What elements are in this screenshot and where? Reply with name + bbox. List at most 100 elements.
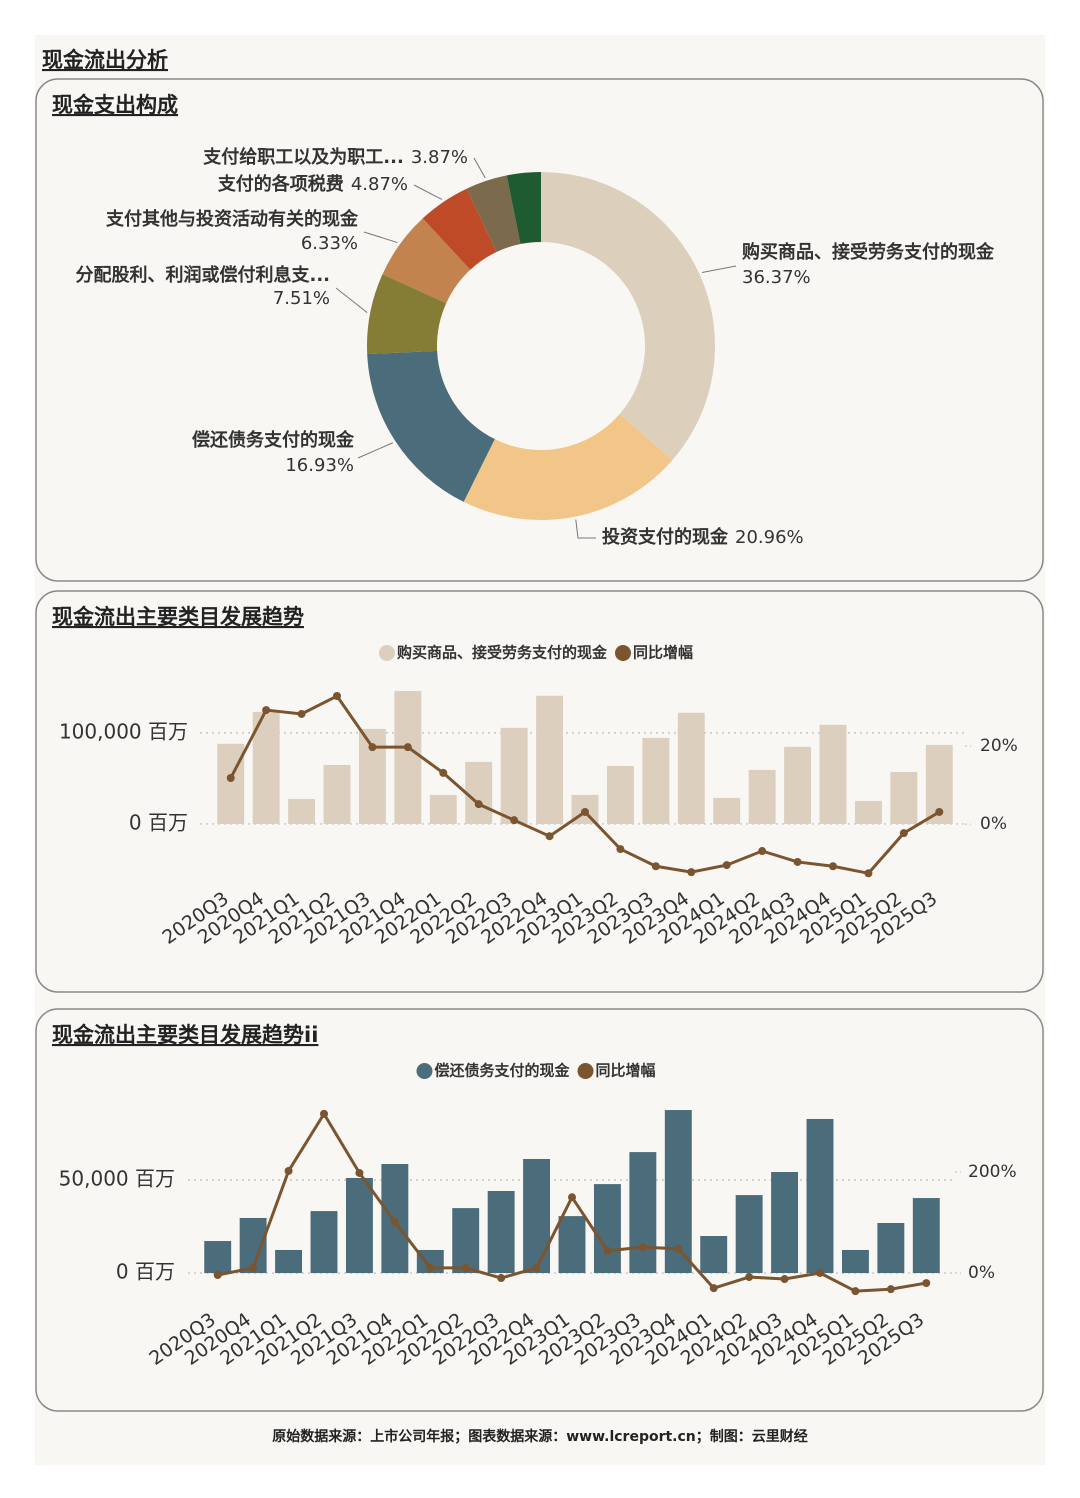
bar (536, 695, 564, 824)
bar (854, 800, 882, 824)
bar (735, 1195, 763, 1274)
line-point (368, 743, 377, 752)
line-point (780, 1275, 789, 1284)
line-point (935, 807, 944, 816)
slice-value-label: 6.33% (301, 233, 358, 254)
y2-tick-label: 200% (968, 1162, 1017, 1182)
line-point (758, 847, 767, 856)
pie-slice (541, 172, 715, 460)
line-point (899, 829, 908, 838)
leader-line (473, 157, 486, 179)
slice-label: 支付的各项税费 (217, 173, 344, 195)
line-point (213, 1271, 222, 1279)
slice-label: 支付给职工以及为职工... (202, 146, 404, 168)
chart-title: 现金流出主要类目发展趋势 (52, 605, 304, 629)
bar (523, 1158, 551, 1274)
bar (912, 1198, 940, 1274)
line-point (568, 1193, 576, 1202)
y-tick-label: 100,000 百万 (59, 719, 188, 743)
line-point (497, 1274, 506, 1283)
line-point (532, 1263, 541, 1272)
bar (429, 794, 457, 824)
slice-label-group: 投资支付的现金 20.96% (602, 526, 804, 548)
bar (606, 765, 634, 824)
line-point (249, 1263, 258, 1272)
line-point (816, 1268, 824, 1277)
legend-swatch (577, 1063, 594, 1079)
leader-line (701, 265, 737, 273)
footer: 原始数据来源：上市公司年报；图表数据来源：www.lcreport.cn；制图：… (272, 1428, 808, 1445)
line-point (284, 1166, 293, 1175)
bar (275, 1249, 303, 1274)
slice-label: 支付其他与投资活动有关的现金 (105, 208, 359, 230)
line-point (439, 768, 448, 777)
y-tick-label: 50,000 百万 (59, 1167, 175, 1191)
bar (713, 797, 741, 824)
bar (677, 712, 705, 824)
slice-label: 投资支付的现金 (602, 526, 729, 548)
bar (748, 769, 776, 824)
line-point (355, 1168, 364, 1177)
line-point (709, 1284, 718, 1293)
bar (700, 1236, 728, 1274)
bar (310, 1211, 338, 1274)
slice-label: 偿还债务支付的现金 (192, 429, 355, 451)
bar (841, 1249, 869, 1274)
line-point (793, 857, 802, 866)
bar (558, 1216, 586, 1274)
line-point (262, 706, 271, 715)
line-point (461, 1263, 470, 1272)
bar (784, 746, 812, 824)
slice-value-label: 3.87% (411, 147, 468, 168)
pie-slice (466, 175, 521, 252)
bar (806, 1118, 834, 1274)
leader-line (335, 287, 368, 314)
page-title: 现金流出分析 (42, 48, 168, 72)
leader-line (363, 231, 398, 244)
line-point (616, 845, 625, 854)
bar (345, 1177, 373, 1274)
line-point (226, 774, 235, 783)
legend-swatch (416, 1063, 433, 1079)
leader-line (357, 442, 393, 459)
bar (288, 798, 316, 824)
legend: 偿还债务支付的现金 同比增幅 (416, 1062, 656, 1080)
line-point (333, 692, 341, 701)
bar (877, 1222, 905, 1274)
panel (35, 78, 1044, 582)
y-tick-label: 0 百万 (116, 1260, 175, 1284)
line-point (320, 1109, 328, 1118)
bar (593, 1184, 621, 1274)
y2-tick-label: 0% (980, 814, 1007, 834)
pie-slice (506, 172, 541, 245)
bar (394, 690, 422, 824)
pie-slice (463, 414, 673, 520)
legend-label: 同比增幅 (596, 1062, 656, 1080)
bar (642, 737, 670, 824)
line-point (474, 800, 483, 809)
line-point (638, 1243, 647, 1252)
line-point (851, 1287, 860, 1296)
y2-tick-label: 20% (980, 736, 1018, 756)
bar (500, 727, 528, 824)
slice-label-group: 支付的各项税费 4.87% (217, 173, 408, 195)
line-point (426, 1263, 435, 1272)
line-point (510, 816, 519, 825)
leader-line (575, 519, 596, 539)
bar (465, 761, 493, 824)
bar (890, 771, 918, 824)
line-point (581, 807, 589, 816)
line-point (297, 709, 306, 718)
bar (629, 1152, 657, 1274)
line-point (829, 862, 837, 871)
legend-label: 购买商品、接受劳务支付的现金 (397, 644, 608, 662)
slice-value-label: 16.93% (285, 455, 354, 476)
line-point (687, 868, 696, 877)
pie-slice (382, 218, 471, 304)
slice-label: 购买商品、接受劳务支付的现金 (742, 241, 995, 263)
slice-label-group: 支付给职工以及为职工... 3.87% (202, 146, 468, 168)
bar (204, 1241, 232, 1274)
pie-slice (422, 188, 497, 270)
leader-line (413, 184, 443, 200)
